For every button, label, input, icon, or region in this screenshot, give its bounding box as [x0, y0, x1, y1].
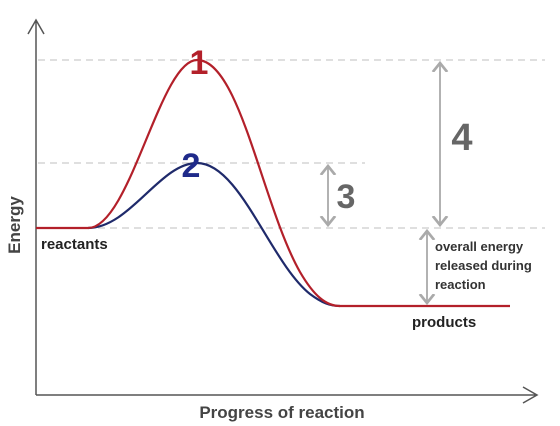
arrows — [328, 63, 440, 303]
x-axis — [36, 386, 539, 404]
curve-2-label: 2 — [182, 147, 201, 185]
y-axis — [27, 18, 45, 395]
reactants-label: reactants — [41, 236, 108, 253]
catalyzed-curve — [87, 161, 341, 308]
uncatalyzed-curve — [36, 58, 510, 308]
x-axis-label: Progress of reaction — [199, 403, 364, 422]
released-line: released during — [435, 258, 532, 273]
released-line: overall energy — [435, 239, 524, 254]
reference-lines — [38, 59, 545, 229]
released-text: overall energy released during reaction — [435, 239, 532, 292]
arrow-4-label: 4 — [451, 117, 472, 159]
axes — [27, 18, 539, 404]
arrow-3-label: 3 — [337, 178, 356, 216]
curve-1-label: 1 — [190, 44, 209, 82]
y-axis-label: Energy — [5, 196, 24, 254]
products-label: products — [412, 314, 476, 331]
released-line: reaction — [435, 277, 486, 292]
